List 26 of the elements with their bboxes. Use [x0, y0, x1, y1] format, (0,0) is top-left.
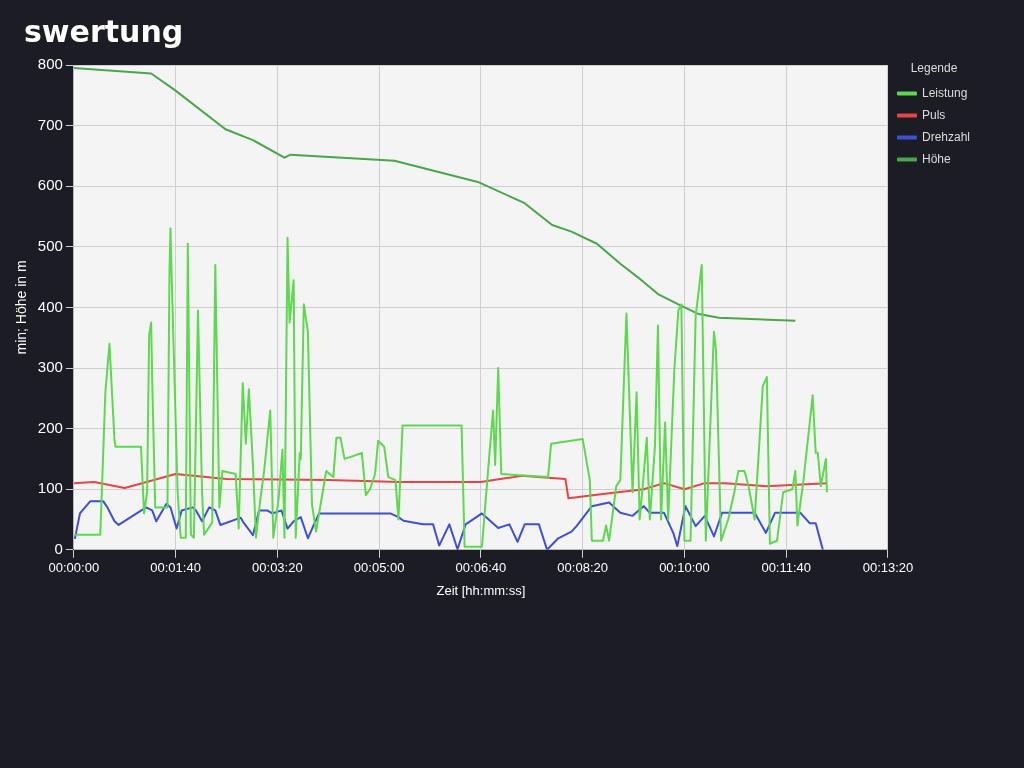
x-tick-label: 00:13:20 — [862, 560, 914, 576]
y-tick-label: 500 — [37, 236, 63, 254]
y-tick-label: 400 — [37, 297, 63, 315]
x-tick-label: 00:06:40 — [455, 560, 507, 576]
x-axis-title: Zeit [hh:mm:ss] — [436, 582, 526, 598]
y-tick-label: 300 — [37, 358, 63, 376]
x-tick-label: 00:01:40 — [150, 560, 201, 576]
x-tick-label: 00:00:00 — [48, 560, 100, 576]
y-axis-title: min; Höhe in m — [13, 260, 30, 355]
y-tick-label: 0 — [54, 539, 63, 557]
legend-label: Drehzahl — [921, 129, 971, 144]
x-tick-label: 00:10:00 — [659, 560, 710, 576]
legend-title: Legende — [910, 61, 958, 76]
legend-label: Höhe — [921, 151, 951, 166]
y-tick-label: 600 — [37, 176, 63, 194]
x-tick-label: 00:11:40 — [761, 560, 812, 576]
y-tick-label: 700 — [37, 115, 63, 133]
x-tick-label: 00:08:20 — [557, 560, 608, 576]
x-tick-label: 00:05:00 — [353, 560, 405, 576]
y-tick-label: 800 — [37, 55, 63, 73]
y-tick-label: 100 — [37, 479, 63, 497]
x-tick-label: 00:03:20 — [252, 560, 303, 576]
y-tick-label: 200 — [37, 418, 63, 436]
legend-label: Leistung — [921, 85, 968, 100]
chart-title: swertung — [23, 13, 185, 51]
legend-label: Puls — [921, 107, 946, 122]
